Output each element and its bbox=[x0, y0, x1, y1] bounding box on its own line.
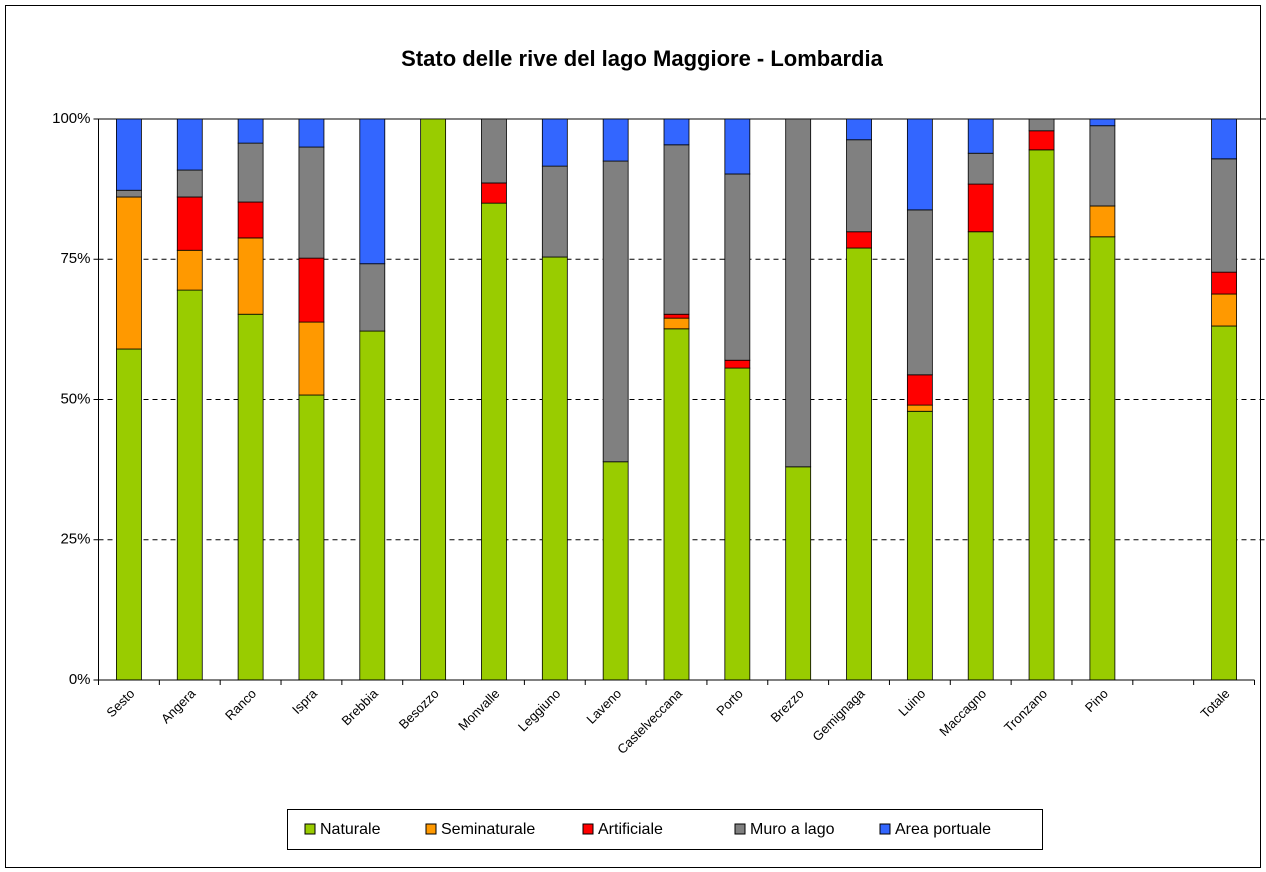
bar-segment bbox=[785, 466, 812, 681]
bar-segment bbox=[846, 247, 872, 681]
y-tick-label: 100% bbox=[52, 110, 90, 127]
legend-label: Naturale bbox=[320, 821, 381, 838]
bar-segment bbox=[176, 118, 203, 171]
bar-segment bbox=[541, 165, 568, 258]
bar-segment bbox=[237, 142, 264, 203]
y-tick-label: 0% bbox=[69, 671, 91, 688]
bar-segment bbox=[1089, 236, 1116, 681]
chart-title: Stato delle rive del lago Maggiore - Lom… bbox=[401, 46, 883, 71]
legend-box bbox=[287, 809, 1043, 850]
bar-segment bbox=[176, 196, 203, 251]
bar-segment bbox=[298, 146, 325, 259]
bar-segment bbox=[663, 144, 690, 315]
bar-segment bbox=[1211, 271, 1237, 295]
bar-segment bbox=[1211, 118, 1237, 160]
bar-segment bbox=[906, 209, 933, 376]
bar-segment bbox=[906, 374, 933, 406]
legend-swatch bbox=[304, 823, 316, 835]
legend-swatch bbox=[582, 823, 594, 835]
bar-segment bbox=[724, 359, 751, 369]
bar-segment bbox=[237, 313, 264, 681]
legend-swatch bbox=[879, 823, 891, 835]
legend-label: Muro a lago bbox=[750, 821, 835, 838]
bar-segment bbox=[846, 139, 872, 233]
bar-segment bbox=[298, 321, 325, 396]
bar-segment bbox=[724, 367, 751, 681]
bar-segment bbox=[1211, 158, 1237, 273]
bar-segment bbox=[237, 118, 264, 144]
bar-segment bbox=[237, 237, 264, 315]
bar-segment bbox=[663, 328, 690, 681]
bar-segment bbox=[481, 118, 507, 184]
legend-swatch bbox=[734, 823, 746, 835]
bar-segment bbox=[298, 257, 325, 323]
bar-segment bbox=[1211, 293, 1237, 327]
bar-segment bbox=[359, 118, 386, 265]
bar-segment bbox=[967, 118, 994, 154]
bar-segment bbox=[602, 461, 629, 681]
bar-segment bbox=[663, 118, 690, 146]
y-tick-label: 25% bbox=[60, 531, 90, 548]
bar-segment bbox=[359, 263, 386, 332]
bar-segment bbox=[176, 169, 203, 198]
bar-segment bbox=[420, 118, 447, 681]
bar-segment bbox=[967, 183, 994, 233]
bar-segment bbox=[116, 189, 142, 198]
bar-segment bbox=[1028, 130, 1055, 151]
bar-segment bbox=[846, 118, 872, 141]
bar-segment bbox=[785, 118, 812, 468]
bar-segment bbox=[176, 289, 203, 681]
bar-segment bbox=[116, 196, 142, 350]
bar-segment bbox=[906, 118, 933, 211]
bar-segment bbox=[237, 201, 264, 239]
legend-label: Area portuale bbox=[895, 821, 991, 838]
bar-segment bbox=[481, 202, 507, 681]
bar-segment bbox=[724, 173, 751, 361]
bar-segment bbox=[906, 404, 933, 412]
bar-segment bbox=[602, 160, 629, 463]
bar-segment bbox=[116, 118, 142, 191]
bar-segment bbox=[602, 118, 629, 162]
bar-segment bbox=[541, 256, 568, 681]
bar-segment bbox=[846, 231, 872, 249]
bar-segment bbox=[663, 317, 690, 330]
bar-segment bbox=[724, 118, 751, 175]
bar-segment bbox=[1028, 118, 1055, 132]
y-tick-label: 75% bbox=[60, 250, 90, 267]
legend-label: Seminaturale bbox=[441, 821, 535, 838]
bar-segment bbox=[176, 249, 203, 291]
bar-segment bbox=[663, 313, 690, 319]
legend-label: Artificiale bbox=[598, 821, 663, 838]
bar-segment bbox=[1028, 149, 1055, 681]
legend-swatch bbox=[425, 823, 437, 835]
bar-segment bbox=[481, 182, 507, 204]
bar-segment bbox=[1089, 205, 1116, 238]
bar-segment bbox=[1089, 125, 1116, 207]
bar-segment bbox=[541, 118, 568, 167]
bar-segment bbox=[1211, 325, 1237, 681]
bar-segment bbox=[359, 330, 386, 681]
bar-segment bbox=[967, 152, 994, 185]
bar-segment bbox=[967, 231, 994, 681]
bar-segment bbox=[298, 394, 325, 681]
y-tick-label: 50% bbox=[60, 390, 90, 407]
bar-segment bbox=[298, 118, 325, 148]
bar-segment bbox=[116, 348, 142, 681]
bar-segment bbox=[1089, 118, 1116, 127]
bar-segment bbox=[906, 410, 933, 681]
